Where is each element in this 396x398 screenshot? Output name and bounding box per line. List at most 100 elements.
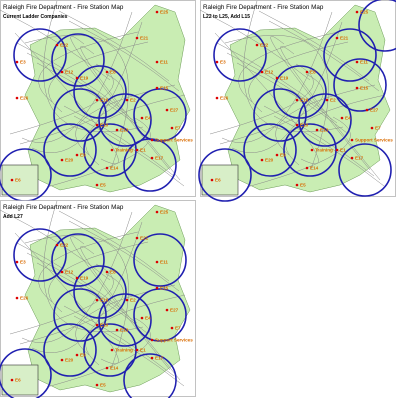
downtown-inset <box>1 364 39 396</box>
road <box>19 73 124 145</box>
road <box>73 315 185 387</box>
downtown-inset <box>1 164 39 196</box>
coverage-circle <box>43 323 97 377</box>
road <box>221 11 333 143</box>
station-label: E13 <box>120 128 129 133</box>
station-dot <box>150 156 154 160</box>
road <box>273 115 385 187</box>
station-dot <box>75 276 79 280</box>
station-dot <box>155 60 159 64</box>
coverage-circle <box>333 58 387 112</box>
station-label: E14 <box>110 166 119 171</box>
station-dot <box>215 60 219 64</box>
station-dot <box>105 166 109 170</box>
coverage-circle <box>98 93 152 147</box>
road <box>63 305 175 377</box>
coverage-circle <box>133 288 187 342</box>
road <box>48 41 149 113</box>
road <box>43 200 144 332</box>
road <box>68 220 180 292</box>
road <box>0 9 111 81</box>
coverage-circle <box>51 33 105 87</box>
station-label: E13 <box>320 128 329 133</box>
road <box>21 11 133 143</box>
road <box>214 32 319 164</box>
map-panel: E25 E3 E22 E21 E11 E16 E15 E19 E8 E12 E26 E2 E4 E10 E2… <box>198 0 396 202</box>
coverage-circle <box>213 28 267 82</box>
road <box>236 62 348 134</box>
station-dot <box>60 358 64 362</box>
road <box>68 20 180 92</box>
station-label: E19 <box>280 76 289 81</box>
station-dot <box>110 148 114 152</box>
station-dot <box>275 76 279 80</box>
station-label: E26 <box>20 296 29 301</box>
station-dot <box>95 383 99 387</box>
station-dot <box>60 270 64 274</box>
coverage-circle <box>358 0 396 52</box>
road <box>31 221 143 353</box>
station-label: Support Services <box>155 138 193 143</box>
station-dot <box>60 158 64 162</box>
station-label: E25 <box>360 10 369 15</box>
road <box>14 32 119 164</box>
station-label: E1 <box>140 348 146 353</box>
station-dot <box>210 178 214 182</box>
station-label: E16 <box>300 98 309 103</box>
station-label: E1 <box>340 148 346 153</box>
station-label: E21 <box>140 236 149 241</box>
station-dot <box>335 36 339 40</box>
road <box>219 73 324 145</box>
station-label: E3 <box>20 260 26 265</box>
station-label: Training <box>315 148 333 153</box>
station-label: E4 <box>345 116 351 121</box>
station-label: E13 <box>120 328 129 333</box>
road <box>75 84 176 156</box>
road <box>226 52 338 124</box>
coverage-circle <box>123 138 177 192</box>
station-label: E12 <box>65 270 74 275</box>
road <box>270 35 371 171</box>
road <box>246 116 351 188</box>
station-label: E2 <box>130 298 136 303</box>
station-label: E4 <box>145 116 151 121</box>
road <box>14 232 119 364</box>
road <box>31 21 143 153</box>
panel-subtitle: Add L27 <box>3 214 23 220</box>
station-label: E10 <box>100 323 109 328</box>
coverage-circle <box>73 265 127 319</box>
station-label: E11 <box>360 60 368 65</box>
station-dot <box>350 138 354 142</box>
station-label: E7 <box>175 126 181 131</box>
road <box>16 242 128 314</box>
station-dot <box>305 166 309 170</box>
station-dot <box>325 98 329 102</box>
station-label: E5 <box>100 383 106 388</box>
station-dot <box>155 10 159 14</box>
station-label: E20 <box>265 158 274 163</box>
station-label: Support Services <box>155 338 193 343</box>
station-label: E12 <box>265 70 274 75</box>
station-label: E21 <box>140 36 149 41</box>
station-label: E19 <box>80 276 89 281</box>
road <box>46 316 151 388</box>
station-dot <box>295 183 299 187</box>
station-dot <box>155 286 159 290</box>
station-label: Support Services <box>355 138 393 143</box>
station-dot <box>105 70 109 74</box>
station-label: E3 <box>220 60 226 65</box>
station-dot <box>10 178 14 182</box>
station-dot <box>135 348 139 352</box>
coverage-circle <box>73 65 127 119</box>
road <box>63 105 175 177</box>
road <box>19 273 124 345</box>
station-dot <box>165 308 169 312</box>
station-dot <box>95 298 99 302</box>
road <box>216 42 328 114</box>
station-label: E5 <box>100 183 106 188</box>
station-dot <box>60 70 64 74</box>
station-label: E8 <box>110 70 116 75</box>
station-label: E9 <box>80 353 86 358</box>
station-label: E20 <box>65 358 74 363</box>
station-label: E6 <box>15 378 21 383</box>
